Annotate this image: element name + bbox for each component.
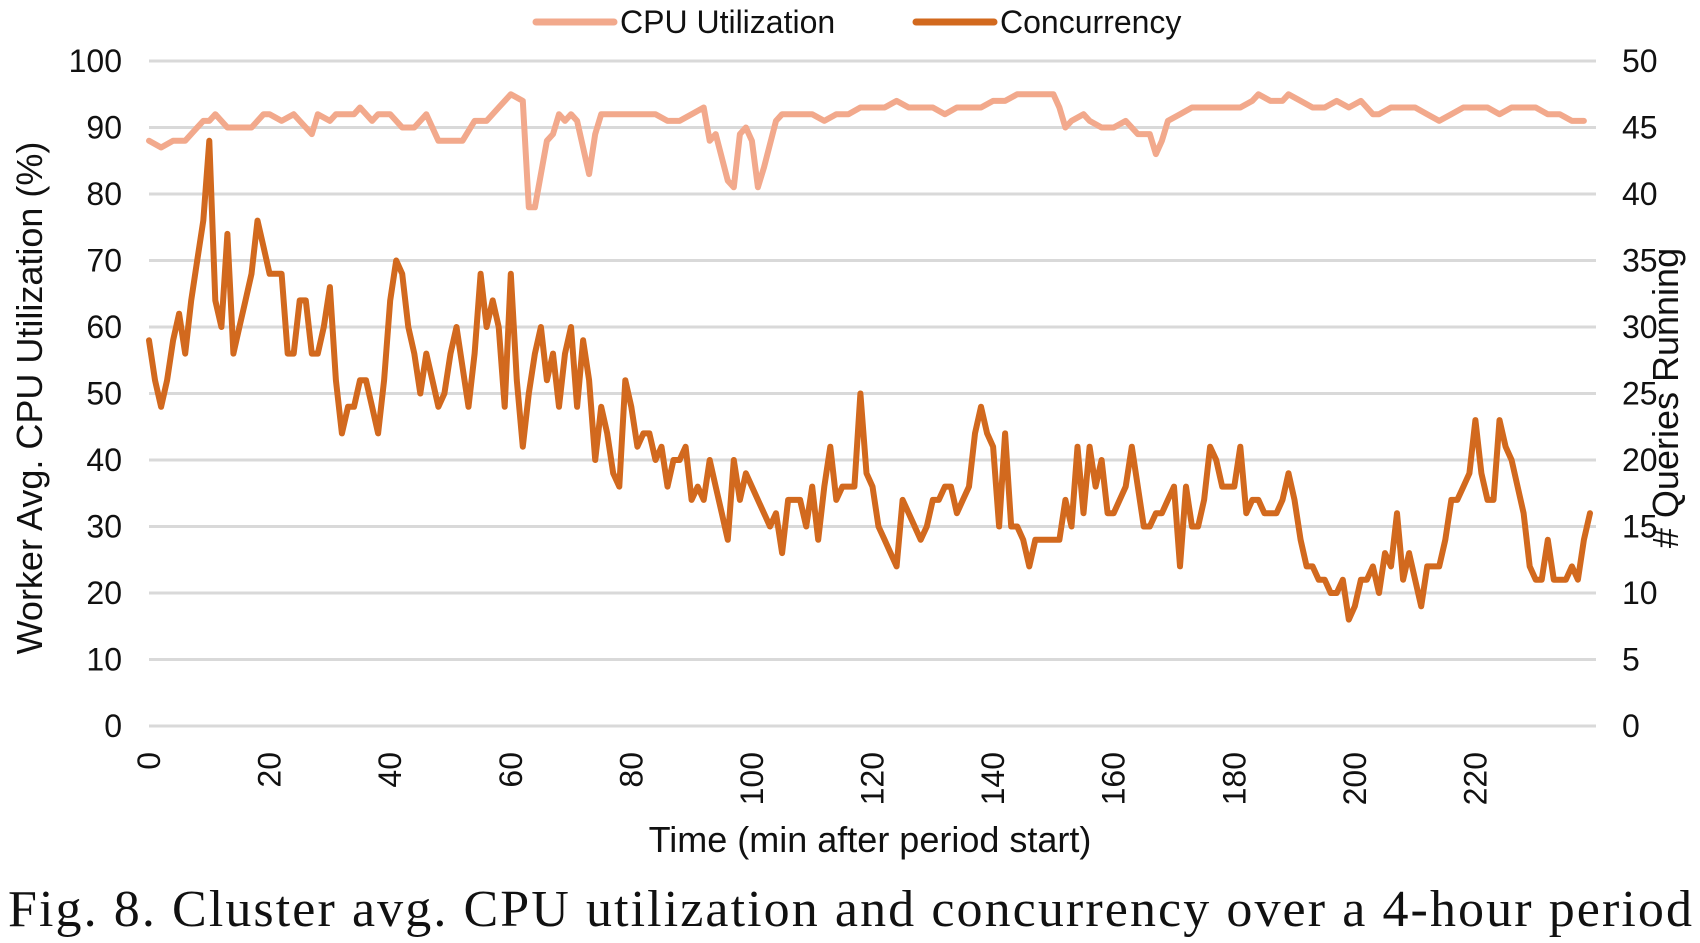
left-axis-tick-label: 30 (86, 509, 122, 545)
right-axis-tick-label: 20 (1622, 442, 1658, 478)
x-axis-tick-label: 80 (613, 752, 649, 788)
right-axis-tick-label: 5 (1622, 642, 1640, 678)
legend-label-concurrency: Concurrency (1000, 4, 1181, 40)
legend-label-cpu-utilization: CPU Utilization (620, 4, 835, 40)
x-axis-title: Time (min after period start) (649, 819, 1092, 860)
left-axis-title: Worker Avg. CPU Utilization (%) (9, 142, 50, 655)
figure-caption: Fig. 8. Cluster avg. CPU utilization and… (8, 881, 1692, 938)
series-lines (146, 91, 1593, 623)
left-axis-tick-label: 20 (86, 575, 122, 611)
right-axis-tick-label: 35 (1622, 243, 1658, 279)
right-axis-tick-label: 40 (1622, 176, 1658, 212)
left-axis-tick-label: 10 (86, 642, 122, 678)
left-axis-tick-label: 50 (86, 376, 122, 412)
x-axis-tick-label: 60 (493, 752, 529, 788)
x-axis-tick-label: 160 (1096, 752, 1132, 805)
x-axis-tick-label: 180 (1216, 752, 1252, 805)
x-axis-tick-label: 20 (252, 752, 288, 788)
right-axis-tick-label: 50 (1622, 43, 1658, 79)
left-axis-tick-label: 40 (86, 442, 122, 478)
right-axis-tick-label: 45 (1622, 110, 1658, 146)
x-axis-tick-label: 40 (372, 752, 408, 788)
right-axis-ticks: 0 5 10 15 20 25 30 35 40 45 50 (1622, 43, 1658, 744)
right-axis-tick-label: 0 (1622, 708, 1640, 744)
x-axis-tick-label: 220 (1457, 752, 1493, 805)
right-axis-tick-label: 30 (1622, 309, 1658, 345)
right-axis-tick-label: 25 (1622, 376, 1658, 412)
left-axis-tick-label: 80 (86, 176, 122, 212)
left-axis-tick-label: 60 (86, 309, 122, 345)
x-axis-tick-label: 120 (855, 752, 891, 805)
x-axis-ticks: 0 20 40 60 80 100 120 140 160 180 200 220 (131, 752, 1493, 805)
x-axis-tick-label: 0 (131, 752, 167, 770)
right-axis-tick-label: 10 (1622, 575, 1658, 611)
left-axis-tick-label: 70 (86, 243, 122, 279)
left-axis-ticks: 0 10 20 30 40 50 60 70 80 90 100 (69, 43, 122, 744)
left-axis-tick-label: 90 (86, 110, 122, 146)
x-axis-tick-label: 100 (734, 752, 770, 805)
legend: CPU Utilization Concurrency (532, 4, 1181, 40)
left-axis-tick-label: 0 (104, 708, 122, 744)
left-axis-tick-label: 100 (69, 43, 122, 79)
series-line-concurrency (146, 137, 1593, 623)
x-axis-tick-label: 140 (975, 752, 1011, 805)
series-line-cpu-utilization (146, 91, 1587, 211)
x-axis-tick-label: 200 (1337, 752, 1373, 805)
right-axis-title: # Queries Running (1645, 248, 1686, 548)
right-axis-tick-label: 15 (1622, 509, 1658, 545)
